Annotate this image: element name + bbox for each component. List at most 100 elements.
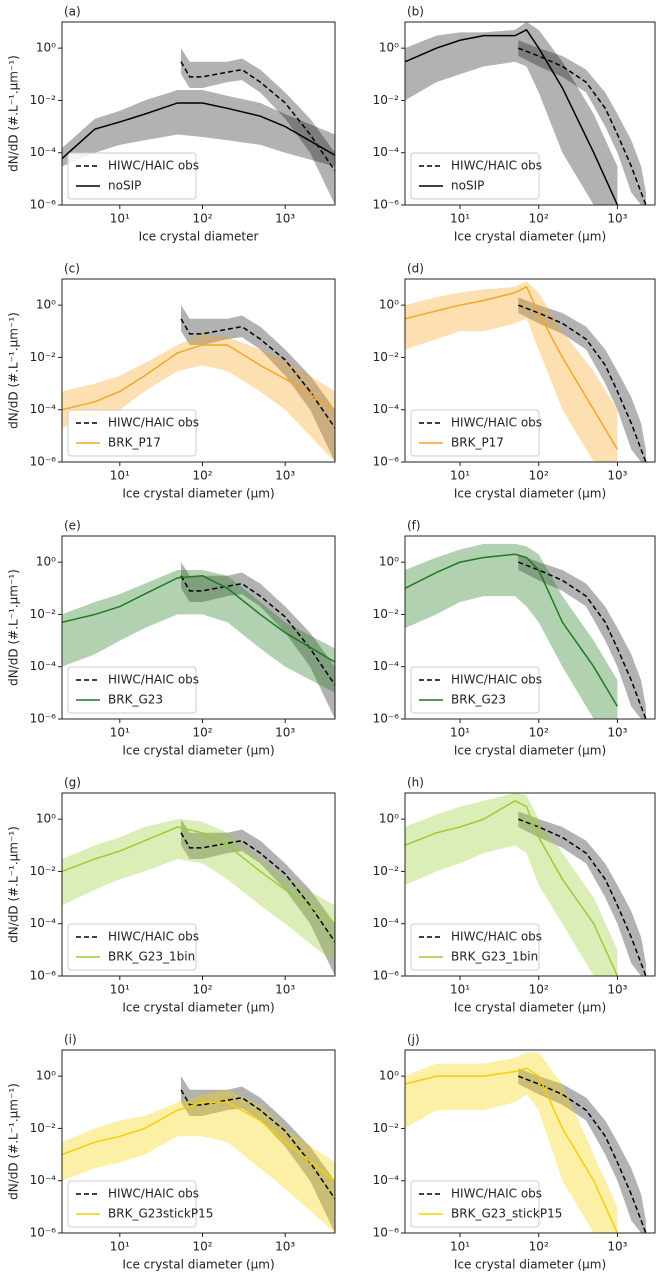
y-tick-label: 10⁻⁴ (373, 1173, 400, 1187)
axes-frame (61, 21, 336, 206)
spread-band (405, 281, 618, 462)
legend-label: HIWC/HAIC obs (108, 159, 199, 173)
series-line (405, 285, 619, 450)
x-axis-label: Ice crystal diameter (µm) (454, 1258, 606, 1272)
y-tick-label: 10⁰ (379, 298, 399, 312)
axes-frame (404, 535, 656, 720)
x-tick-label: 10² (192, 726, 212, 740)
panel: 10⁻⁶ 10⁻⁴ 10⁻² 10⁰ 10¹ 10² 10³ (a) Ice crystal d… (7, 5, 336, 244)
panel-label: (f) (407, 519, 421, 533)
x-axis-label: Ice crystal diameter (µm) (122, 1001, 274, 1015)
x-tick-label: 10³ (275, 983, 295, 997)
y-tick-label: 10⁻⁶ (30, 969, 57, 983)
plot-area (405, 543, 647, 719)
panel: 10⁻⁶ 10⁻⁴ 10⁻² 10⁰ 10¹ 10² 10³ (f) Ice crystal d… (373, 519, 656, 758)
legend-label: noSIP (108, 179, 141, 193)
series-line (518, 47, 647, 205)
axes-frame (61, 535, 336, 720)
legend: HIWC/HAIC obs BRK_G23_stickP15 (410, 1180, 562, 1228)
panel-label: (i) (64, 1033, 77, 1047)
axes-frame (404, 1049, 656, 1234)
series-line (405, 800, 619, 976)
series-line (518, 561, 647, 719)
legend-box (410, 1180, 540, 1228)
y-tick-label: 10⁰ (379, 41, 399, 55)
y-tick-label: 10⁰ (379, 812, 399, 826)
legend: HIWC/HAIC obs BRK_G23stickP15 (67, 1180, 213, 1228)
x-tick-label: 10² (192, 983, 212, 997)
legend-label: noSIP (451, 179, 484, 193)
x-tick-label: 10³ (607, 469, 627, 483)
spread-band (62, 90, 335, 167)
y-tick-label: 10⁻² (30, 607, 57, 621)
y-tick-label: 10⁻² (30, 93, 57, 107)
y-tick-label: 10⁰ (36, 298, 56, 312)
legend-box (67, 666, 197, 714)
x-tick-label: 10² (529, 469, 549, 483)
x-axis-label: Ice crystal diameter (µm) (454, 744, 606, 758)
x-axis-label: Ice crystal diameter (µm) (122, 1258, 274, 1272)
legend-label: BRK_G23stickP15 (108, 1207, 213, 1221)
y-tick-label: 10⁻⁴ (30, 659, 57, 673)
legend-box (410, 409, 540, 457)
x-tick-label: 10¹ (450, 726, 470, 740)
y-tick-label: 10⁻⁶ (30, 198, 57, 212)
legend: HIWC/HAIC obs BRK_G23 (410, 666, 542, 714)
x-axis-label: Ice crystal diameter (µm) (454, 487, 606, 501)
legend-label: HIWC/HAIC obs (108, 930, 199, 944)
axes-frame (404, 21, 656, 206)
panel-label: (h) (407, 776, 424, 790)
spread-band (518, 554, 646, 719)
plot-area (62, 562, 335, 719)
x-tick-label: 10¹ (110, 983, 130, 997)
x-tick-label: 10³ (607, 1240, 627, 1254)
y-tick-label: 10⁻² (373, 1121, 400, 1135)
panel-label: (b) (407, 5, 424, 19)
x-tick-label: 10³ (275, 212, 295, 226)
spread-band (405, 22, 618, 205)
series-line (518, 1075, 647, 1233)
legend-box (410, 666, 540, 714)
y-tick-label: 10⁰ (36, 41, 56, 55)
y-axis-label: dN/dD (#.L⁻¹.µm⁻¹) (7, 569, 21, 686)
panel-label: (g) (64, 776, 81, 790)
y-axis-label: dN/dD (#.L⁻¹.µm⁻¹) (7, 1083, 21, 1200)
plot-area (405, 793, 647, 976)
y-tick-label: 10⁻⁴ (30, 916, 57, 930)
panel: 10⁻⁶ 10⁻⁴ 10⁻² 10⁰ 10¹ 10² 10³ (b) Ice crystal d… (373, 5, 656, 244)
legend-label: HIWC/HAIC obs (108, 1187, 199, 1201)
x-axis-label: Ice crystal diameter (µm) (454, 230, 606, 244)
axes-frame (404, 792, 656, 977)
x-tick-label: 10² (529, 1240, 549, 1254)
spread-band (405, 793, 618, 976)
y-tick-label: 10⁻⁴ (373, 145, 400, 159)
panel: 10⁻⁶ 10⁻⁴ 10⁻² 10⁰ 10¹ 10² 10³ (d) Ice crystal d… (373, 262, 656, 501)
plot-area (62, 305, 335, 462)
x-tick-label: 10³ (607, 212, 627, 226)
spread-band (518, 1068, 646, 1233)
legend: HIWC/HAIC obs noSIP (410, 152, 542, 200)
spread-band (405, 1052, 618, 1233)
x-tick-label: 10¹ (450, 469, 470, 483)
panel: 10⁻⁶ 10⁻⁴ 10⁻² 10⁰ 10¹ 10² 10³ (g) Ice crystal d… (7, 776, 336, 1015)
spread-band (518, 40, 646, 205)
x-tick-label: 10² (192, 469, 212, 483)
legend-box (67, 152, 197, 200)
series-line (518, 818, 647, 976)
legend-label: HIWC/HAIC obs (451, 930, 542, 944)
y-tick-label: 10⁻⁶ (373, 712, 400, 726)
series-line (405, 1067, 619, 1233)
x-tick-label: 10³ (275, 726, 295, 740)
plot-area (62, 48, 335, 205)
y-tick-label: 10⁰ (36, 812, 56, 826)
y-tick-label: 10⁻² (373, 607, 400, 621)
spread-band (405, 543, 618, 719)
y-tick-label: 10⁻⁶ (373, 198, 400, 212)
x-tick-label: 10² (192, 212, 212, 226)
y-axis-label: dN/dD (#.L⁻¹.µm⁻¹) (7, 826, 21, 943)
y-axis-label: dN/dD (#.L⁻¹.µm⁻¹) (7, 312, 21, 429)
legend: HIWC/HAIC obs BRK_P17 (410, 409, 542, 457)
legend: HIWC/HAIC obs BRK_G23_1bin (67, 923, 199, 971)
legend: HIWC/HAIC obs BRK_G23 (67, 666, 199, 714)
